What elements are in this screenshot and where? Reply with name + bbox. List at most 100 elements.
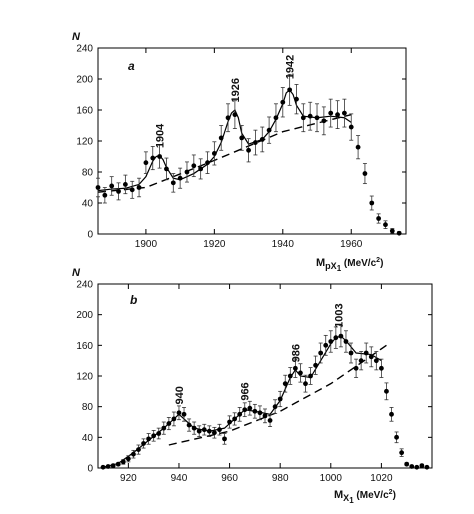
- data-point: [252, 408, 258, 414]
- y-tick-label: 240: [76, 44, 93, 55]
- data-point: [323, 342, 329, 348]
- x-label-unit-sup-b: 2: [389, 489, 393, 496]
- x-label-unit-sup-a: 2: [376, 257, 380, 264]
- x-tick-label: 1940: [272, 239, 295, 250]
- data-point: [161, 425, 167, 431]
- data-point: [237, 411, 243, 417]
- x-axis-label-b: MX1 (MeV/c2): [334, 489, 396, 505]
- data-point: [373, 358, 379, 364]
- data-point: [164, 166, 169, 172]
- data-points-a: [95, 73, 402, 236]
- data-point: [369, 200, 375, 206]
- data-point: [217, 427, 222, 433]
- data-point: [287, 87, 293, 93]
- data-point: [176, 410, 182, 416]
- data-point: [122, 182, 128, 187]
- data-point: [262, 413, 268, 419]
- y-tick-label: 200: [76, 75, 93, 86]
- panel-b: N b 0 40 80 120 160 200 240 920 940 960 980 1000 102…: [72, 267, 433, 505]
- data-point: [409, 464, 415, 469]
- data-point: [314, 115, 320, 121]
- data-point: [100, 464, 106, 470]
- data-point: [225, 115, 231, 121]
- y-tick-label: 120: [76, 137, 93, 148]
- x-label-unit-a: (MeV/c: [341, 258, 376, 269]
- data-point: [363, 350, 369, 356]
- x-label-subsub-b: 1: [349, 496, 354, 505]
- data-point: [338, 333, 344, 339]
- data-point: [328, 110, 334, 116]
- x-label-sub-b: X: [343, 493, 349, 503]
- data-point: [232, 416, 238, 422]
- data-point: [313, 362, 319, 368]
- x-label-subsub-a: 1: [337, 264, 342, 273]
- x-label-main-a: M: [316, 257, 325, 269]
- data-point: [292, 365, 298, 371]
- data-point: [115, 461, 121, 467]
- y-tick-label: 0: [87, 230, 93, 241]
- y-tick-label: 200: [76, 310, 93, 321]
- x-tick-label: 1020: [370, 473, 393, 484]
- ticks-a: 0 40 80 120 160 200 240 1900 1920 1940 1960: [76, 44, 406, 250]
- data-point: [308, 373, 313, 379]
- data-point: [218, 135, 224, 141]
- data-point: [246, 147, 251, 153]
- y-tick-label: 160: [76, 341, 93, 352]
- data-point: [247, 405, 253, 411]
- data-point: [205, 160, 210, 166]
- x-label-sub-a: pX: [325, 261, 337, 271]
- x-tick-label: 1920: [203, 239, 226, 250]
- y-tick-label: 120: [76, 372, 93, 383]
- peak-label: 1926: [230, 78, 242, 102]
- data-point: [211, 151, 217, 156]
- data-point: [186, 422, 192, 428]
- data-point: [191, 425, 197, 431]
- x-label-main-b: M: [334, 489, 343, 501]
- peak-labels-a: 1904 1926 1942: [155, 55, 297, 148]
- fit-curves-b: [102, 335, 387, 468]
- y-tick-label: 40: [82, 199, 94, 210]
- data-point: [150, 155, 156, 161]
- data-point: [376, 216, 382, 221]
- fit-curve: [102, 335, 382, 468]
- data-point: [335, 112, 340, 118]
- data-point: [141, 441, 146, 446]
- data-point: [358, 358, 364, 364]
- data-point: [170, 180, 176, 186]
- y-axis-title-a: N: [72, 31, 81, 43]
- x-tick-label: 960: [221, 473, 238, 484]
- data-point: [318, 350, 324, 356]
- data-point: [348, 350, 354, 356]
- background-curve: [97, 113, 352, 193]
- panel-a: N a 0 40 80 120 160 200 240 1900 1920 1940 1960 19…: [72, 31, 407, 273]
- data-point: [129, 187, 135, 193]
- x-tick-label: 1900: [135, 239, 158, 250]
- data-point: [222, 436, 227, 442]
- data-point: [259, 137, 265, 142]
- y-tick-label: 80: [82, 402, 94, 413]
- peak-label: 1904: [155, 123, 167, 148]
- data-point: [303, 381, 308, 387]
- data-point: [343, 339, 349, 344]
- data-point: [102, 192, 108, 198]
- data-point: [328, 339, 334, 344]
- fit-curve: [97, 88, 352, 192]
- x-tick-label: 1960: [340, 239, 363, 250]
- data-point: [267, 418, 273, 423]
- peak-label: 1003: [333, 303, 345, 327]
- data-point: [239, 135, 245, 141]
- data-point: [181, 411, 187, 417]
- data-point: [396, 230, 402, 236]
- peak-label: 940: [174, 386, 186, 404]
- y-axis-title-b: N: [72, 267, 81, 279]
- data-point: [277, 396, 283, 402]
- data-point: [294, 96, 299, 102]
- peak-label: 986: [290, 344, 302, 362]
- data-point: [166, 421, 172, 426]
- data-point: [389, 228, 395, 234]
- data-point: [143, 160, 149, 166]
- ticks-b: 0 40 80 120 160 200 240 920 940 960 980 1000 1020: [76, 280, 432, 484]
- data-point: [419, 463, 425, 469]
- data-point: [404, 461, 410, 467]
